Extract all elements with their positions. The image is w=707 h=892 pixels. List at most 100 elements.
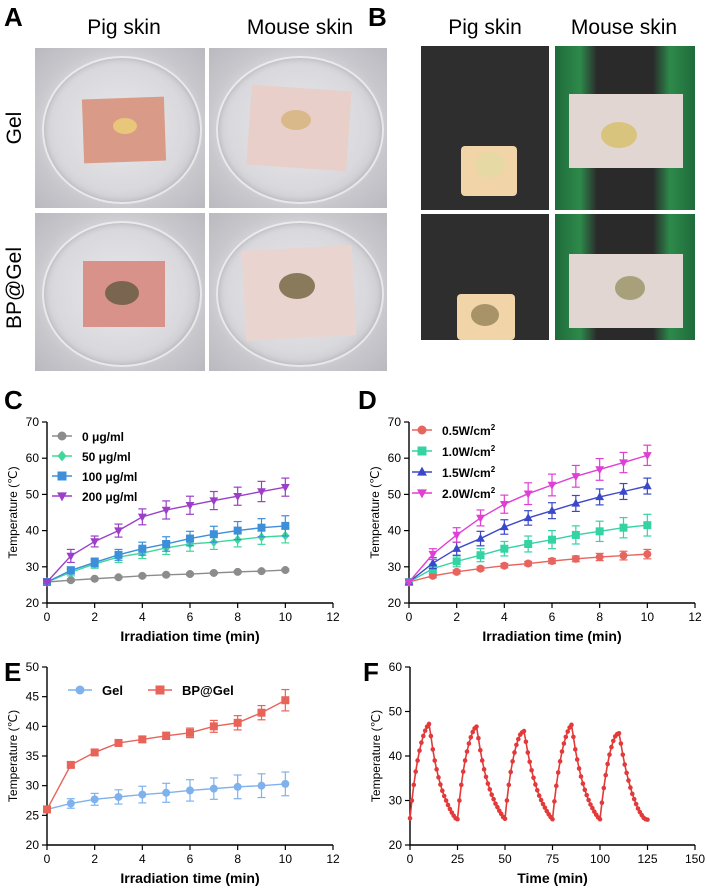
chart-f-x-tick-label: 50	[498, 852, 512, 866]
chart-f-point	[533, 782, 538, 787]
panel-b-col-mouse: Mouse skin	[570, 16, 678, 39]
chart-d-point	[571, 473, 581, 482]
chart-c-legend-marker	[57, 492, 67, 502]
chart-f-point	[645, 817, 650, 822]
chart-c: 0 2 4 6 8 10 12 20 30 40 50 60 70 Irradiation time (m…	[6, 415, 340, 644]
chart-d-point	[548, 557, 556, 566]
chart-f-point	[411, 782, 417, 788]
chart-f-point	[493, 801, 498, 806]
chart-c-x-tick-label: 6	[187, 610, 194, 624]
chart-e-series-1	[43, 688, 290, 814]
chart-e-x-tick-label: 2	[91, 852, 98, 866]
chart-d-point	[595, 527, 604, 536]
chart-d-point	[547, 481, 557, 490]
chart-d-y-tick-label: 60	[388, 451, 402, 465]
chart-e-point	[90, 748, 99, 757]
chart-f-point	[506, 782, 512, 788]
chart-e-point	[281, 779, 290, 788]
chart-d-point	[571, 498, 581, 507]
chart-f-point	[561, 741, 567, 746]
chart-e-point	[257, 781, 266, 790]
chart-d-legend-marker	[417, 446, 427, 456]
chart-f-point	[468, 735, 474, 740]
chart-d-point	[524, 559, 533, 568]
chart-e: 0 2 4 6 8 10 12 20 25 30 35 40 45 50 Irradiation time …	[6, 660, 340, 886]
chart-c-point	[90, 574, 99, 583]
chart-f-point	[550, 816, 555, 822]
chart-f-point	[563, 734, 569, 740]
chart-d-legend-marker	[417, 489, 427, 499]
chart-f-point	[445, 802, 451, 808]
panel-a-row-bpgel: BP@Gel	[3, 247, 26, 330]
chart-f-point	[559, 749, 565, 754]
chart-e-point	[138, 735, 147, 744]
chart-f-point	[618, 741, 624, 746]
chart-f-point	[555, 770, 561, 775]
chart-f-point	[483, 774, 489, 780]
chart-f-point	[415, 758, 420, 763]
chart-e-point	[233, 718, 242, 727]
chart-f-point	[460, 769, 466, 774]
chart-f-point	[576, 766, 582, 771]
chart-d-point	[619, 523, 628, 532]
chart-f-point	[516, 736, 521, 742]
chart-f-point	[628, 785, 633, 790]
chart-d-point	[428, 550, 438, 559]
chart-f-point	[443, 798, 449, 803]
chart-c-legend-marker	[57, 431, 67, 441]
chart-d-legend-label: 0.5W/cm2	[442, 423, 496, 438]
chart-f-point	[626, 778, 631, 783]
chart-c-point	[281, 521, 290, 530]
chart-c-ylabel: Temperature (℃)	[6, 466, 20, 558]
chart-e-point	[186, 786, 194, 795]
chart-f-point	[438, 782, 443, 787]
chart-f-point	[422, 728, 428, 733]
chart-f-x-tick-label: 25	[451, 852, 465, 866]
chart-e-y-tick-label: 50	[26, 660, 40, 674]
chart-f-point	[478, 747, 483, 753]
chart-f-point	[457, 798, 462, 803]
chart-f-point	[588, 802, 593, 807]
chart-f-point	[521, 728, 527, 734]
chart-c-point	[209, 530, 218, 539]
chart-f-x-tick-label: 75	[546, 852, 560, 866]
chart-c-point	[233, 567, 242, 576]
chart-f-point	[569, 722, 574, 728]
chart-e-point	[66, 760, 75, 769]
chart-f-point	[476, 735, 481, 741]
chart-f-point	[554, 783, 559, 789]
chart-f-point	[485, 781, 491, 786]
chart-d-point	[476, 533, 485, 542]
chart-c-point	[185, 502, 195, 511]
chart-f-point	[552, 799, 557, 804]
chart-f-point	[474, 724, 479, 729]
panel-label-f: F	[363, 657, 379, 687]
chart-e-x-tick-label: 10	[279, 852, 293, 866]
panel-a-col-pig: Pig skin	[87, 16, 161, 39]
chart-f-point	[426, 721, 432, 727]
chart-c-legend-label: 100 μg/ml	[82, 470, 137, 484]
chart-f-point	[455, 816, 460, 822]
chart-d-point	[642, 452, 652, 461]
chart-e-legend-marker	[75, 685, 85, 695]
chart-f-point	[440, 788, 445, 794]
chart-d-legend-label: 2.0W/cm2	[442, 486, 496, 501]
chart-f-series-0	[407, 721, 650, 822]
chart-f-point	[624, 770, 629, 776]
panel-a-row-gel: Gel	[3, 111, 26, 145]
chart-f-point	[571, 734, 576, 740]
chart-f-point	[421, 733, 426, 739]
chart-f-point	[605, 761, 610, 767]
chart-d-point	[642, 481, 652, 490]
chart-c-point	[90, 538, 100, 547]
chart-c-y-tick-label: 40	[26, 524, 40, 538]
chart-e-x-tick-label: 6	[187, 852, 194, 866]
chart-d-point	[643, 550, 652, 559]
chart-f-point	[565, 729, 570, 734]
chart-d-y-tick-label: 30	[388, 560, 402, 574]
chart-f-y-tick-label: 40	[389, 749, 403, 763]
chart-f-point	[631, 796, 637, 802]
chart-f-point	[464, 749, 470, 754]
chart-d-point	[499, 522, 509, 531]
chart-f-point	[495, 804, 500, 810]
